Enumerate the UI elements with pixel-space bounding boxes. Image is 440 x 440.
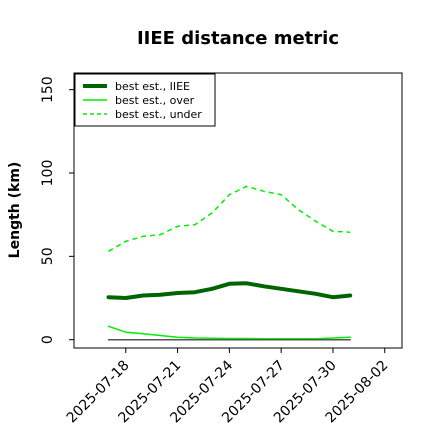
legend-label: best est., IIEE	[115, 80, 190, 93]
x-axis: 2025-07-182025-07-212025-07-242025-07-27…	[64, 348, 392, 426]
y-tick-label: 150	[40, 76, 56, 103]
series-layer	[106, 185, 353, 341]
plot-area-frame	[73, 72, 403, 349]
series-line-0	[106, 281, 353, 300]
y-tick-label: 0	[40, 335, 56, 344]
chart-title: IIEE distance metric	[137, 28, 339, 49]
y-tick-label: 100	[40, 160, 56, 187]
legend-label: best est., under	[115, 108, 202, 121]
y-axis: 0 50 100 150	[40, 76, 74, 344]
series-line-1	[107, 325, 351, 340]
y-tick-label: 50	[40, 247, 56, 265]
series-line-2	[108, 185, 351, 252]
y-axis-label: Length (km)	[7, 162, 23, 259]
legend-label: best est., over	[115, 94, 195, 107]
